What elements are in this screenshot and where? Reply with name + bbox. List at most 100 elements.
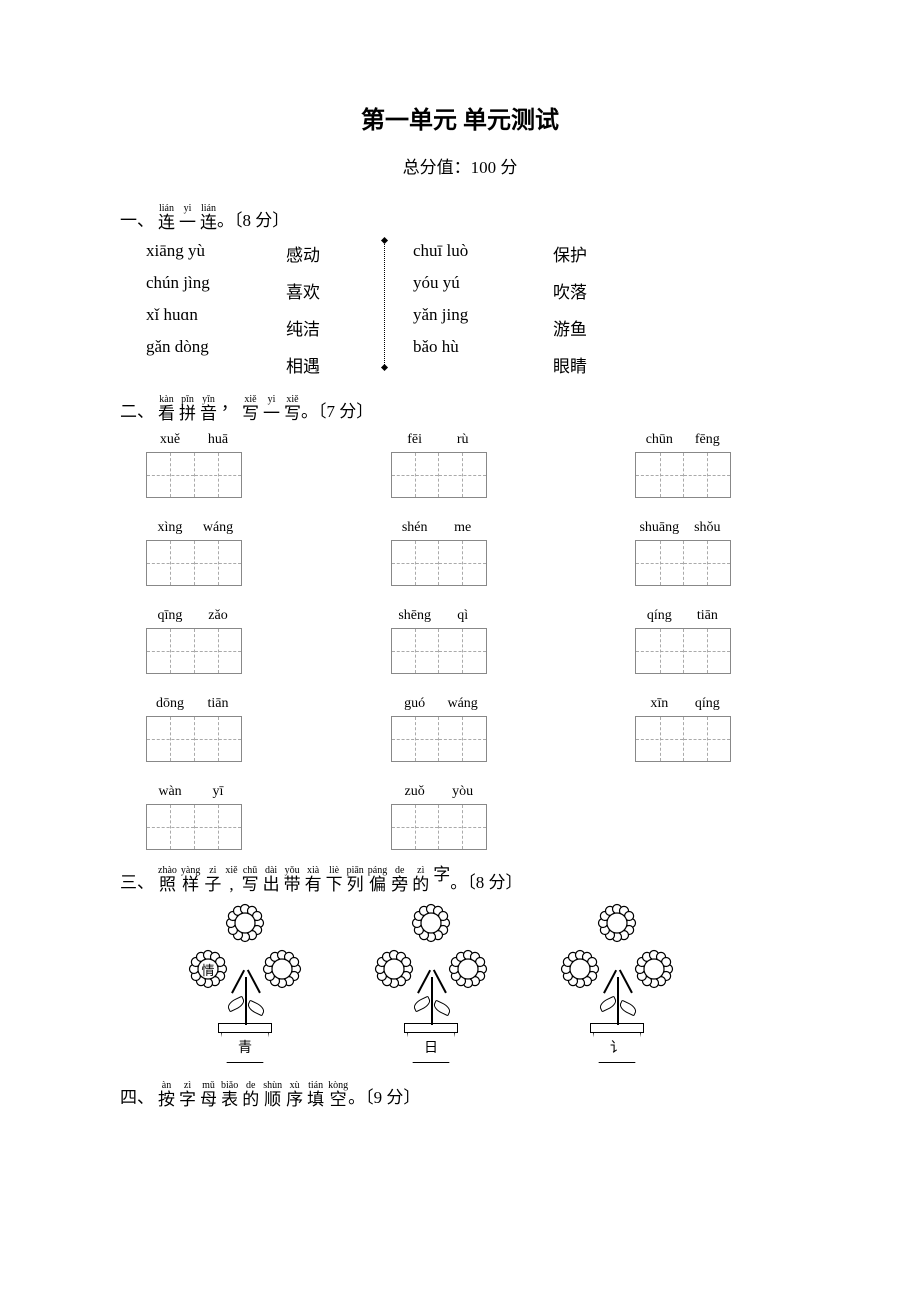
- ruby-char: zi子: [204, 866, 221, 893]
- ruby-char: xiě写: [242, 395, 259, 422]
- total-score: 总分值：100 分: [120, 153, 800, 178]
- flower-icon: [411, 903, 451, 943]
- pinyin-syllable: xìng: [146, 520, 194, 536]
- pinyin-syllable: fēi: [391, 432, 439, 448]
- q4-head: 四、 àn按zì字mǔ母biǎo表de的shùn顺xù序tián填kòng空 。…: [120, 1081, 800, 1108]
- flower-icon: [634, 949, 674, 989]
- q2-item: qīngzǎo: [146, 608, 266, 674]
- flower-label: [374, 949, 414, 989]
- q1-word: 感动: [286, 241, 356, 266]
- writing-box[interactable]: [391, 716, 487, 762]
- flower-label: [634, 949, 674, 989]
- ruby-char: zhào照: [158, 866, 177, 893]
- q1-pinyin: gǎn dòng: [146, 337, 286, 357]
- q1-pinyin: bǎo hù: [413, 337, 553, 357]
- pinyin-syllable: wáng: [194, 520, 242, 536]
- q2-item: chūnfēng: [635, 432, 755, 498]
- ruby-char: pīn拼: [179, 395, 196, 422]
- flower-label: [411, 903, 451, 943]
- writing-box[interactable]: [391, 452, 487, 498]
- ruby-char: liè下: [326, 866, 343, 893]
- q2-item: guówáng: [391, 696, 511, 762]
- flower-label: [448, 949, 488, 989]
- writing-box[interactable]: [635, 716, 731, 762]
- q2-item: xīnqíng: [635, 696, 755, 762]
- flower-label: [597, 903, 637, 943]
- writing-box[interactable]: [146, 716, 242, 762]
- q4-num: 四、: [120, 1083, 154, 1108]
- ruby-char: zì的: [412, 866, 429, 893]
- ruby-char: lián连: [200, 204, 217, 231]
- ruby-char: piān列: [347, 866, 364, 893]
- q2-item: qíngtiān: [635, 608, 755, 674]
- q2-item: shēngqì: [391, 608, 511, 674]
- ruby-char: chū写: [242, 866, 259, 893]
- q2-item: zuǒyòu: [391, 784, 511, 850]
- pinyin-syllable: yòu: [439, 784, 487, 800]
- writing-box[interactable]: [391, 804, 487, 850]
- pinyin-syllable: huā: [194, 432, 242, 448]
- writing-box[interactable]: [635, 628, 731, 674]
- flower-icon: [262, 949, 302, 989]
- ruby-char: shùn顺: [263, 1081, 282, 1108]
- q1-word: 吹落: [553, 278, 623, 303]
- pinyin-syllable: me: [439, 520, 487, 536]
- pinyin-syllable: zǎo: [194, 608, 242, 624]
- pinyin-syllable: guó: [391, 696, 439, 712]
- pinyin-syllable: shén: [391, 520, 439, 536]
- q3-row: 情青日讠: [170, 903, 800, 1063]
- ruby-char: zì字: [179, 1081, 196, 1108]
- writing-box[interactable]: [391, 540, 487, 586]
- q2-item: dōngtiān: [146, 696, 266, 762]
- ruby-char: ，: [221, 395, 238, 422]
- divider: [384, 241, 385, 367]
- flower-label: [262, 949, 302, 989]
- flower-icon: [448, 949, 488, 989]
- q1-pinyin: yóu yú: [413, 273, 553, 293]
- pinyin-syllable: shēng: [391, 608, 439, 624]
- writing-box[interactable]: [146, 540, 242, 586]
- q4-points: 。〔9 分〕: [348, 1083, 420, 1108]
- pinyin-syllable: qì: [439, 608, 487, 624]
- q2-item: shénme: [391, 520, 511, 586]
- pinyin-syllable: qíng: [683, 696, 731, 712]
- ruby-char: yi一: [263, 395, 280, 422]
- writing-box[interactable]: [391, 628, 487, 674]
- pinyin-syllable: zuǒ: [391, 784, 439, 800]
- ruby-char: biǎo表: [221, 1081, 238, 1108]
- pinyin-syllable: wáng: [439, 696, 487, 712]
- q1-points: 。〔8 分〕: [217, 206, 289, 231]
- writing-box[interactable]: [146, 628, 242, 674]
- q2-num: 二、: [120, 397, 154, 422]
- writing-box[interactable]: [146, 452, 242, 498]
- q2-item: wànyī: [146, 784, 266, 850]
- flower-icon: [225, 903, 265, 943]
- q3-head: 三、 zhào照yàng样zi子xiě,chū写dài出yǒu带xià有liè下…: [120, 866, 800, 893]
- pinyin-syllable: xuě: [146, 432, 194, 448]
- ruby-char: kòng空: [328, 1081, 348, 1108]
- pinyin-syllable: wàn: [146, 784, 194, 800]
- q1-pinyin: xiāng yù: [146, 241, 286, 261]
- ruby-char: dài出: [263, 866, 280, 893]
- q1-body: xiāng yùchún jìngxǐ huɑngǎn dòng 感动喜欢纯洁相…: [146, 241, 800, 377]
- pinyin-syllable: yī: [194, 784, 242, 800]
- pinyin-syllable: xīn: [635, 696, 683, 712]
- q2-grid: xuěhuāfēirùchūnfēngxìngwángshénmeshuāngs…: [146, 432, 800, 850]
- q1-pinyin: xǐ huɑn: [146, 305, 286, 325]
- flower-label: [225, 903, 265, 943]
- ruby-char: xiě写: [284, 395, 301, 422]
- ruby-char: mǔ母: [200, 1081, 217, 1108]
- ruby-char: tián填: [307, 1081, 324, 1108]
- flower-label: [560, 949, 600, 989]
- q2-points: 。〔7 分〕: [301, 397, 373, 422]
- pot-label: 日: [407, 1032, 455, 1063]
- q1-word: 相遇: [286, 352, 356, 377]
- writing-box[interactable]: [635, 452, 731, 498]
- pinyin-syllable: rù: [439, 432, 487, 448]
- writing-box[interactable]: [146, 804, 242, 850]
- ruby-char: yàng样: [181, 866, 200, 893]
- flower-plant: 讠: [542, 903, 692, 1063]
- writing-box[interactable]: [635, 540, 731, 586]
- page-title: 第一单元 单元测试: [120, 100, 800, 135]
- ruby-char: de的: [242, 1081, 259, 1108]
